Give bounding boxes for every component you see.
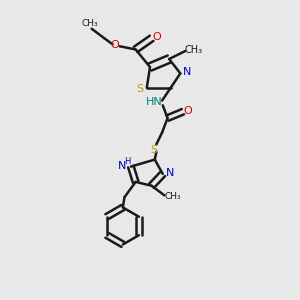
Text: O: O (110, 40, 119, 50)
Text: H: H (124, 157, 130, 166)
Text: O: O (152, 32, 161, 42)
Text: S: S (151, 145, 158, 155)
Text: S: S (136, 84, 143, 94)
Text: HN: HN (146, 97, 162, 107)
Text: N: N (166, 168, 174, 178)
Text: N: N (182, 68, 191, 77)
Text: O: O (184, 106, 192, 116)
Text: CH₃: CH₃ (165, 192, 181, 201)
Text: N: N (118, 160, 127, 171)
Text: CH₃: CH₃ (185, 45, 203, 55)
Text: CH₃: CH₃ (82, 20, 98, 28)
